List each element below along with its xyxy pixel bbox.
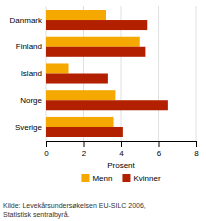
grid: [46, 6, 196, 141]
tick: Sverige: [15, 123, 46, 132]
legend-item: Kvinner: [122, 174, 160, 183]
grid-line: [158, 6, 159, 141]
bar: [46, 117, 114, 127]
tick-label: 2: [82, 149, 87, 158]
tick-label: Island: [21, 69, 42, 78]
plot: 0 2 4 6 8 Danmark Finland Island Norge Sverige: [10, 6, 200, 158]
tick-mark: [46, 141, 47, 147]
annotation: Statistisk sentralbyrå.: [3, 211, 70, 219]
bar-series: [46, 20, 168, 137]
tick: 6: [157, 141, 162, 158]
tick-mark: [84, 141, 85, 147]
grid-line: [196, 6, 197, 141]
chart: 0 2 4 6 8 Danmark Finland Island Norge Sverige Pro…: [0, 0, 206, 221]
legend-item: Menn: [81, 174, 112, 183]
axis-line: [47, 142, 197, 148]
tick-label: 4: [119, 149, 124, 158]
tick-mark: [196, 141, 197, 147]
axis-title: Prosent: [107, 161, 135, 170]
tick: 4: [119, 141, 124, 158]
tick: 2: [82, 141, 87, 158]
legend-swatch: [81, 174, 89, 182]
tick: Finland: [16, 42, 46, 51]
legend: Menn Kvinner: [81, 174, 160, 183]
x-axis: 0 2 4 6 8: [44, 141, 199, 158]
tick: Danmark: [10, 16, 46, 25]
bar: [46, 127, 123, 137]
annotation: Kilde: Levekårsundersøkelsen EU-SILC 200…: [3, 202, 146, 209]
bar: [46, 20, 147, 30]
legend-swatch: [122, 174, 130, 182]
tick-mark: [121, 141, 122, 147]
tick-label: Finland: [16, 42, 42, 51]
tick-label: 8: [194, 149, 199, 158]
y-axis: Danmark Finland Island Norge Sverige: [10, 16, 46, 132]
tick-label: Norge: [20, 96, 42, 105]
bar: [46, 100, 168, 110]
bar: [46, 10, 106, 20]
tick-label: Danmark: [10, 16, 43, 25]
tick-label: 0: [44, 149, 49, 158]
bar: [46, 90, 115, 100]
tick: Island: [21, 69, 46, 78]
bar: [46, 74, 108, 84]
bar: [46, 63, 69, 73]
tick-mark: [159, 141, 160, 147]
tick-label: Sverige: [15, 123, 43, 132]
tick: 8: [194, 141, 199, 158]
tick: 0: [44, 141, 49, 158]
bar: [46, 37, 140, 47]
tick: Norge: [20, 96, 46, 105]
tick-label: 6: [157, 149, 162, 158]
bar: [46, 47, 145, 57]
legend-label: Kvinner: [133, 174, 160, 183]
legend-label: Menn: [92, 174, 112, 183]
bars: [46, 10, 168, 137]
